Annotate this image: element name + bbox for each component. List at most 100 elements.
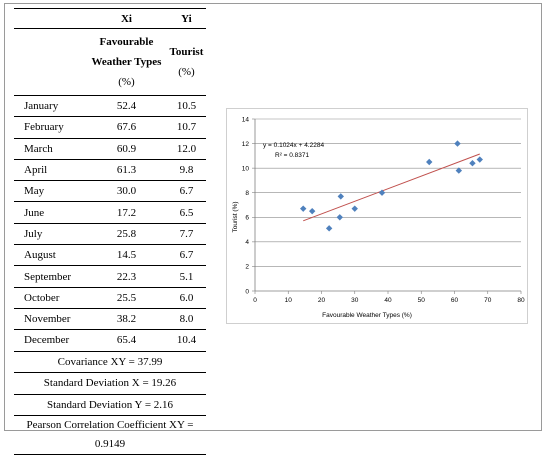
tourist-cell: 10.7 [166, 116, 206, 139]
data-point-marker [337, 193, 344, 200]
tourist-cell: 10.4 [166, 329, 206, 352]
data-points [300, 140, 483, 232]
y-tick-label: 2 [245, 264, 249, 271]
data-point-marker [336, 214, 343, 221]
data-point-marker [325, 225, 333, 232]
weather-cell: 17.2 [86, 201, 167, 224]
y-tick-label: 14 [242, 116, 250, 123]
weather-cell: 38.2 [86, 307, 167, 330]
header-tourist: Tourist (%) [166, 28, 206, 96]
header-weather-types: Favourable Weather Types (%) [86, 28, 167, 96]
pearson-text: Pearson Correlation Coefficient XY = 0.9… [14, 415, 206, 455]
sd-x-row: Standard Deviation X = 19.26 [14, 372, 206, 395]
weather-cell: 60.9 [86, 137, 167, 160]
month-cell: January [14, 94, 86, 117]
chart-area: 0 10 20 30 40 50 60 70 80 0 2 4 6 8 10 12 14 y = 0.1024x… [226, 108, 528, 324]
y-tick-label: 6 [245, 215, 249, 222]
x-tick-label: 50 [418, 297, 426, 304]
tourist-cell: 6.5 [166, 201, 206, 224]
tourist-cell: 7.7 [166, 222, 206, 245]
table-row: March 60.9 12.0 [14, 137, 206, 160]
month-cell: June [14, 201, 86, 224]
sd-y-text: Standard Deviation Y = 2.16 [14, 393, 206, 416]
month-cell: May [14, 180, 86, 202]
month-cell: March [14, 137, 86, 160]
figure-frame [4, 3, 542, 431]
weather-cell: 52.4 [86, 94, 167, 117]
table-row: May 30.0 6.7 [14, 180, 206, 202]
y-tick-label: 0 [245, 288, 249, 295]
table-row: September 22.3 5.1 [14, 265, 206, 288]
y-tick-label: 10 [242, 165, 250, 172]
table-row: January 52.4 10.5 [14, 94, 206, 117]
table-row: July 25.8 7.7 [14, 222, 206, 245]
weather-cell: 22.3 [86, 265, 167, 288]
pearson-row: Pearson Correlation Coefficient XY = 0.9… [14, 415, 206, 455]
data-point-marker [454, 140, 461, 147]
x-tick-label: 0 [253, 297, 257, 304]
weather-cell: 65.4 [86, 329, 167, 352]
month-cell: December [14, 329, 86, 352]
covariance-row: Covariance XY = 37.99 [14, 350, 206, 373]
data-point-marker [378, 189, 386, 196]
x-tick-label: 60 [451, 297, 459, 304]
weather-cell: 14.5 [86, 244, 167, 266]
data-point-marker [300, 205, 307, 212]
table-row: November 38.2 8.0 [14, 307, 206, 330]
weather-cell: 30.0 [86, 180, 167, 202]
tourist-cell: 6.7 [166, 244, 206, 266]
x-tick-label: 30 [351, 297, 359, 304]
table-row: August 14.5 6.7 [14, 244, 206, 266]
table-row: October 25.5 6.0 [14, 286, 206, 309]
sd-y-row: Standard Deviation Y = 2.16 [14, 393, 206, 416]
sd-x-text: Standard Deviation X = 19.26 [14, 372, 206, 395]
month-cell: August [14, 244, 86, 266]
table-row: June 17.2 6.5 [14, 201, 206, 224]
equation-label: y = 0.1024x + 4.2284 [263, 142, 324, 149]
y-tick-label: 4 [245, 239, 249, 246]
x-tick-label: 20 [318, 297, 326, 304]
y-tick-label: 8 [245, 190, 249, 197]
data-point-marker [426, 158, 433, 166]
x-tick-label: 70 [484, 297, 492, 304]
month-cell: November [14, 307, 86, 330]
covariance-text: Covariance XY = 37.99 [14, 350, 206, 373]
month-cell: October [14, 286, 86, 309]
x-tick-label: 80 [517, 297, 525, 304]
month-cell: July [14, 222, 86, 245]
tourist-cell: 6.0 [166, 286, 206, 309]
tourist-cell: 8.0 [166, 307, 206, 330]
tick-labels: 0 10 20 30 40 50 60 70 80 0 2 4 6 8 10 12 14 [242, 116, 525, 304]
grid-lines [255, 118, 521, 267]
month-cell: April [14, 158, 86, 181]
header-xi: Xi [86, 8, 167, 29]
tourist-cell: 9.8 [166, 158, 206, 181]
y-axis-label: Tourist (%) [232, 201, 239, 232]
x-tick-label: 10 [285, 297, 293, 304]
data-point-marker [351, 205, 358, 212]
tourist-cell: 10.5 [166, 94, 206, 117]
weather-cell: 25.8 [86, 222, 167, 245]
tourist-cell: 6.7 [166, 180, 206, 202]
tourist-cell: 12.0 [166, 137, 206, 160]
y-tick-label: 12 [242, 141, 250, 148]
table-row: April 61.3 9.8 [14, 158, 206, 181]
table-row: February 67.6 10.7 [14, 116, 206, 139]
data-table: Xi Yi Favourable Weather Types (%) Touri… [14, 8, 206, 455]
data-point-marker [455, 167, 463, 174]
table-body: January 52.4 10.5 February 67.6 10.7 March 60.9… [14, 94, 206, 352]
scatter-chart: 0 10 20 30 40 50 60 70 80 0 2 4 6 8 10 12 14 y = 0.1024x… [232, 116, 525, 319]
month-cell: February [14, 116, 86, 139]
r-squared-label: R² = 0.8371 [275, 152, 310, 159]
data-point-marker [308, 207, 316, 215]
data-point-marker [469, 160, 476, 167]
x-axis-label: Favourable Weather Types (%) [322, 312, 412, 319]
trendline [303, 153, 480, 222]
table-row: December 65.4 10.4 [14, 329, 206, 352]
month-cell: September [14, 265, 86, 288]
header-yi: Yi [166, 8, 206, 29]
weather-cell: 25.5 [86, 286, 167, 309]
table-header-desc: Favourable Weather Types (%) Tourist (%) [14, 28, 206, 96]
tourist-cell: 5.1 [166, 265, 206, 288]
weather-cell: 67.6 [86, 116, 167, 139]
